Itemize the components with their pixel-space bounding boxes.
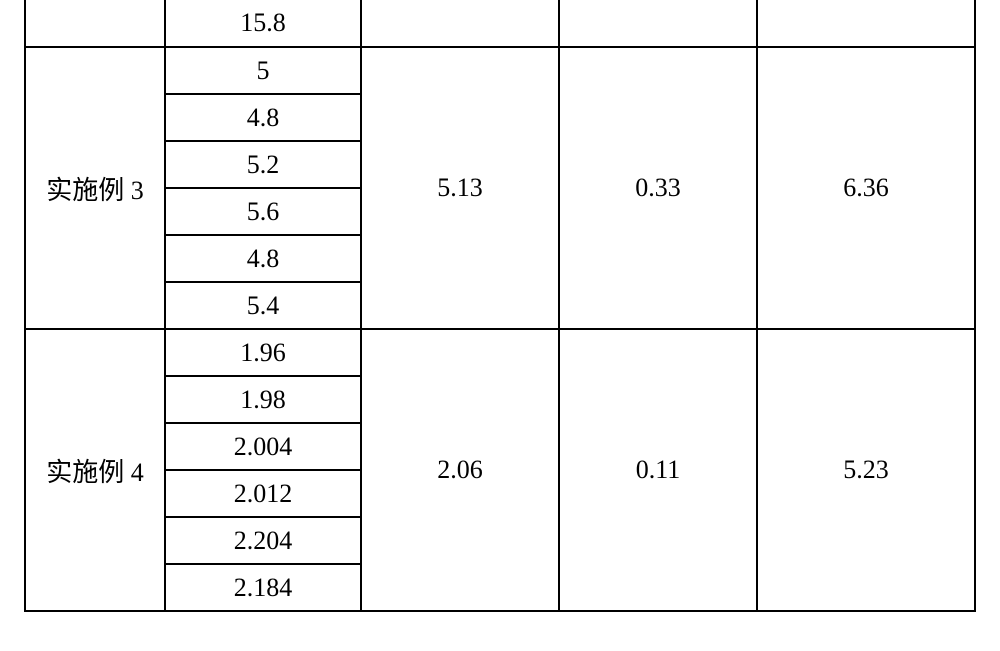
measurement-cell: 4.8: [165, 94, 361, 141]
measurement-cell: 5.6: [165, 188, 361, 235]
summary-cell: 0.11: [559, 329, 757, 611]
measurement-cell: 5: [165, 47, 361, 94]
summary-cell: [757, 0, 975, 47]
group-label-cell: [25, 0, 165, 47]
table-row: 15.8: [25, 0, 975, 47]
measurement-cell: 2.004: [165, 423, 361, 470]
measurement-cell: 1.96: [165, 329, 361, 376]
group-label-cell: 实施例 3: [25, 47, 165, 329]
measurement-cell: 15.8: [165, 0, 361, 47]
summary-cell: [361, 0, 559, 47]
measurement-cell: 4.8: [165, 235, 361, 282]
measurement-cell: 5.4: [165, 282, 361, 329]
summary-cell: [559, 0, 757, 47]
measurement-cell: 2.012: [165, 470, 361, 517]
summary-cell: 5.13: [361, 47, 559, 329]
summary-cell: 2.06: [361, 329, 559, 611]
table-row: 实施例 3 5 5.13 0.33 6.36: [25, 47, 975, 94]
measurement-cell: 1.98: [165, 376, 361, 423]
measurement-cell: 5.2: [165, 141, 361, 188]
measurement-cell: 2.204: [165, 517, 361, 564]
group-label-cell: 实施例 4: [25, 329, 165, 611]
measurement-cell: 2.184: [165, 564, 361, 611]
data-table: 15.8 实施例 3 5 5.13 0.33 6.36 4.8 5.2 5.6 …: [24, 0, 976, 612]
page: { "table": { "border_color": "#000000", …: [0, 0, 1000, 651]
summary-cell: 0.33: [559, 47, 757, 329]
summary-cell: 6.36: [757, 47, 975, 329]
summary-cell: 5.23: [757, 329, 975, 611]
table-row: 实施例 4 1.96 2.06 0.11 5.23: [25, 329, 975, 376]
